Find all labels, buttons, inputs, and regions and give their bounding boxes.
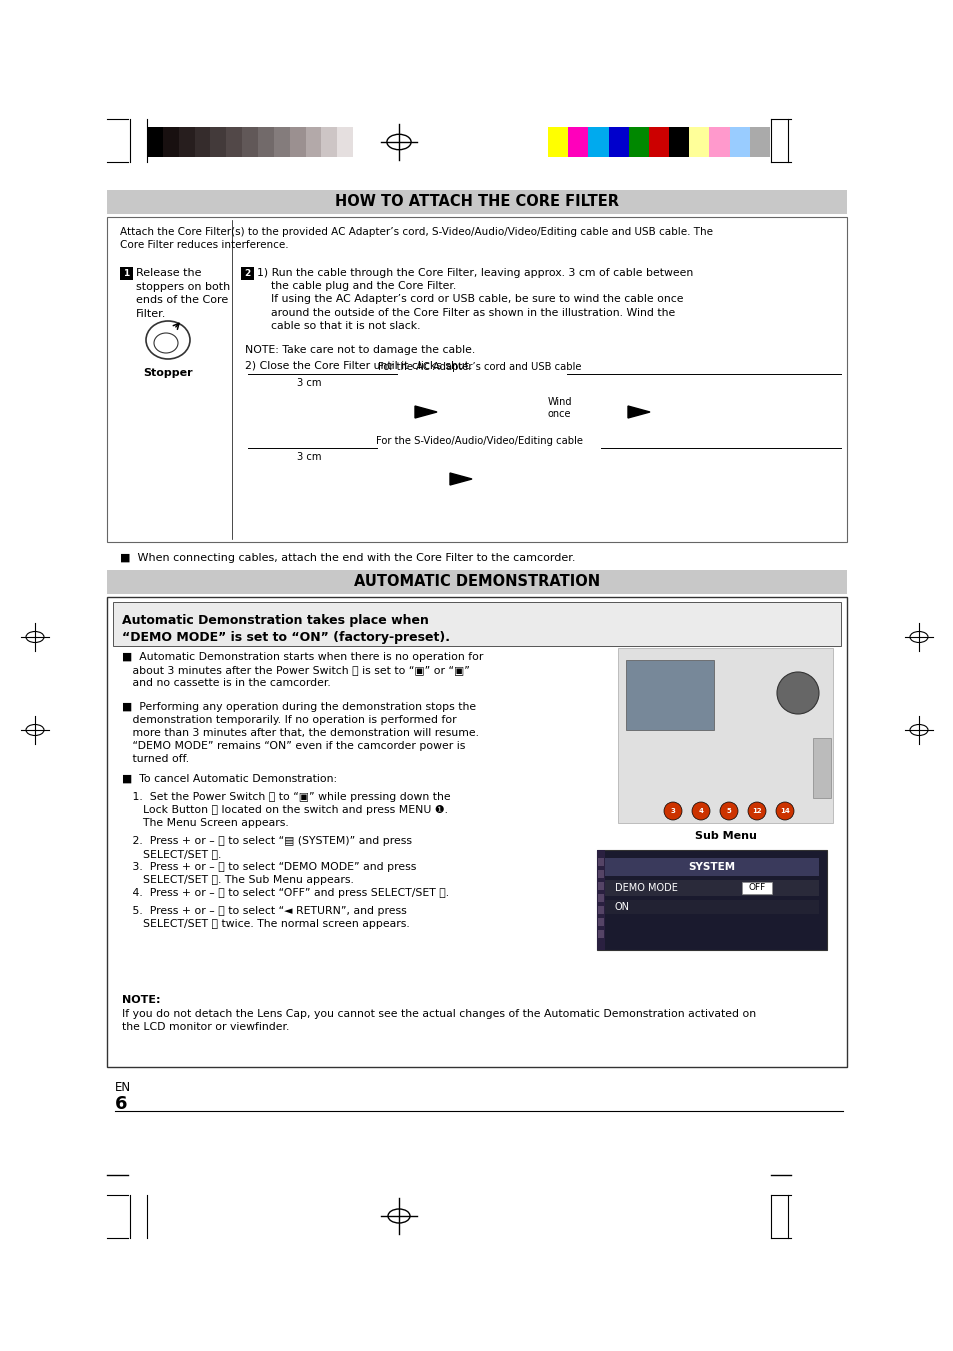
Text: NOTE: Take care not to damage the cable.: NOTE: Take care not to damage the cable. [245,345,475,355]
Text: NOTE:: NOTE: [122,994,160,1005]
Text: 6: 6 [115,1096,128,1113]
Text: EN: EN [115,1081,131,1094]
Text: 3: 3 [670,808,675,815]
Text: 5: 5 [726,808,731,815]
Polygon shape [627,407,649,417]
Bar [628,127,648,157]
Bar [608,127,628,157]
Bar [597,850,604,950]
Text: AUTOMATIC DEMONSTRATION: AUTOMATIC DEMONSTRATION [354,574,599,589]
Text: Wind
once: Wind once [547,397,572,419]
Text: 3 cm: 3 cm [296,453,321,462]
Bar [604,900,818,915]
Polygon shape [450,473,472,485]
Bar [290,127,305,157]
Text: ■  Performing any operation during the demonstration stops the
   demonstration : ■ Performing any operation during the de… [122,703,478,765]
Text: ■  When connecting cables, attach the end with the Core Filter to the camcorder.: ■ When connecting cables, attach the end… [120,553,575,563]
Bar [147,127,163,157]
Text: 1) Run the cable through the Core Filter, leaving approx. 3 cm of cable between
: 1) Run the cable through the Core Filter… [256,267,693,331]
Bar [729,127,749,157]
Text: 2) Close the Core Filter until it clicks shut.: 2) Close the Core Filter until it clicks… [245,359,472,370]
Text: OFF: OFF [747,884,765,893]
Bar [625,661,713,730]
Bar [598,929,603,938]
Ellipse shape [776,671,818,713]
Circle shape [663,802,681,820]
Bar [689,127,709,157]
Bar [211,127,226,157]
Bar [242,127,257,157]
Text: 14: 14 [780,808,789,815]
Bar [305,127,321,157]
Text: HOW TO ATTACH THE CORE FILTER: HOW TO ATTACH THE CORE FILTER [335,195,618,209]
Bar [598,917,603,925]
Text: 1.  Set the Power Switch ⓫ to “▣” while pressing down the
      Lock Button ⓪ lo: 1. Set the Power Switch ⓫ to “▣” while p… [122,792,450,828]
Bar [178,127,194,157]
Text: 1: 1 [123,269,130,278]
Bar [588,127,608,157]
Polygon shape [415,407,436,417]
Bar [597,850,826,950]
Bar [353,127,369,157]
Circle shape [747,802,765,820]
Bar [598,870,603,878]
Bar [107,570,846,594]
Bar [668,127,689,157]
Text: 4.  Press + or – ⓪ to select “OFF” and press SELECT/SET ⓪.: 4. Press + or – ⓪ to select “OFF” and pr… [122,888,449,898]
Text: 3.  Press + or – ⓪ to select “DEMO MODE” and press
      SELECT/SET ⓪. The Sub M: 3. Press + or – ⓪ to select “DEMO MODE” … [122,862,416,885]
Text: Attach the Core Filter(s) to the provided AC Adapter’s cord, S-Video/Audio/Video: Attach the Core Filter(s) to the provide… [120,227,712,250]
Text: 12: 12 [751,808,761,815]
Text: 2: 2 [244,269,251,278]
Bar [604,858,818,875]
Bar [741,882,771,894]
Circle shape [775,802,793,820]
Text: Automatic Demonstration takes place when
“DEMO MODE” is set to “ON” (factory-pre: Automatic Demonstration takes place when… [122,613,450,643]
Bar [120,267,132,280]
Bar [107,190,846,213]
Text: 4: 4 [698,808,702,815]
Circle shape [720,802,738,820]
Bar [749,127,769,157]
Bar [598,858,603,866]
Bar [568,127,588,157]
Text: If you do not detach the Lens Cap, you cannot see the actual changes of the Auto: If you do not detach the Lens Cap, you c… [122,1009,756,1032]
Bar [598,882,603,890]
Bar [598,907,603,915]
Bar [648,127,668,157]
Text: Sub Menu: Sub Menu [694,831,756,842]
Text: DEMO MODE: DEMO MODE [615,884,678,893]
Bar [163,127,178,157]
Text: ■  To cancel Automatic Demonstration:: ■ To cancel Automatic Demonstration: [122,774,336,784]
Bar [274,127,290,157]
Circle shape [691,802,709,820]
Text: 5.  Press + or – ⓪ to select “◄ RETURN”, and press
      SELECT/SET ⓪ twice. The: 5. Press + or – ⓪ to select “◄ RETURN”, … [122,907,410,929]
Text: Release the
stoppers on both
ends of the Core
Filter.: Release the stoppers on both ends of the… [136,267,230,319]
Bar [112,603,841,646]
Text: 2.  Press + or – ⓪ to select “▤ (SYSTEM)” and press
      SELECT/SET ⓪.: 2. Press + or – ⓪ to select “▤ (SYSTEM)”… [122,836,412,859]
Text: For the AC Adapter’s cord and USB cable: For the AC Adapter’s cord and USB cable [377,362,581,372]
Bar [107,218,846,542]
Bar [226,127,242,157]
Bar [618,648,832,823]
Bar [321,127,337,157]
Text: SYSTEM: SYSTEM [688,862,735,871]
Text: For the S-Video/Audio/Video/Editing cable: For the S-Video/Audio/Video/Editing cabl… [376,436,583,446]
Text: ■  Automatic Demonstration starts when there is no operation for
   about 3 minu: ■ Automatic Demonstration starts when th… [122,653,483,688]
Text: Stopper: Stopper [143,367,193,378]
Bar [257,127,274,157]
Bar [241,267,253,280]
Bar [194,127,211,157]
Bar [709,127,729,157]
Text: 3 cm: 3 cm [296,378,321,388]
Bar [604,880,818,896]
Bar [598,894,603,902]
Bar [547,127,568,157]
Bar [107,597,846,1067]
Text: ON: ON [615,902,629,912]
Bar [812,738,830,798]
Bar [337,127,353,157]
